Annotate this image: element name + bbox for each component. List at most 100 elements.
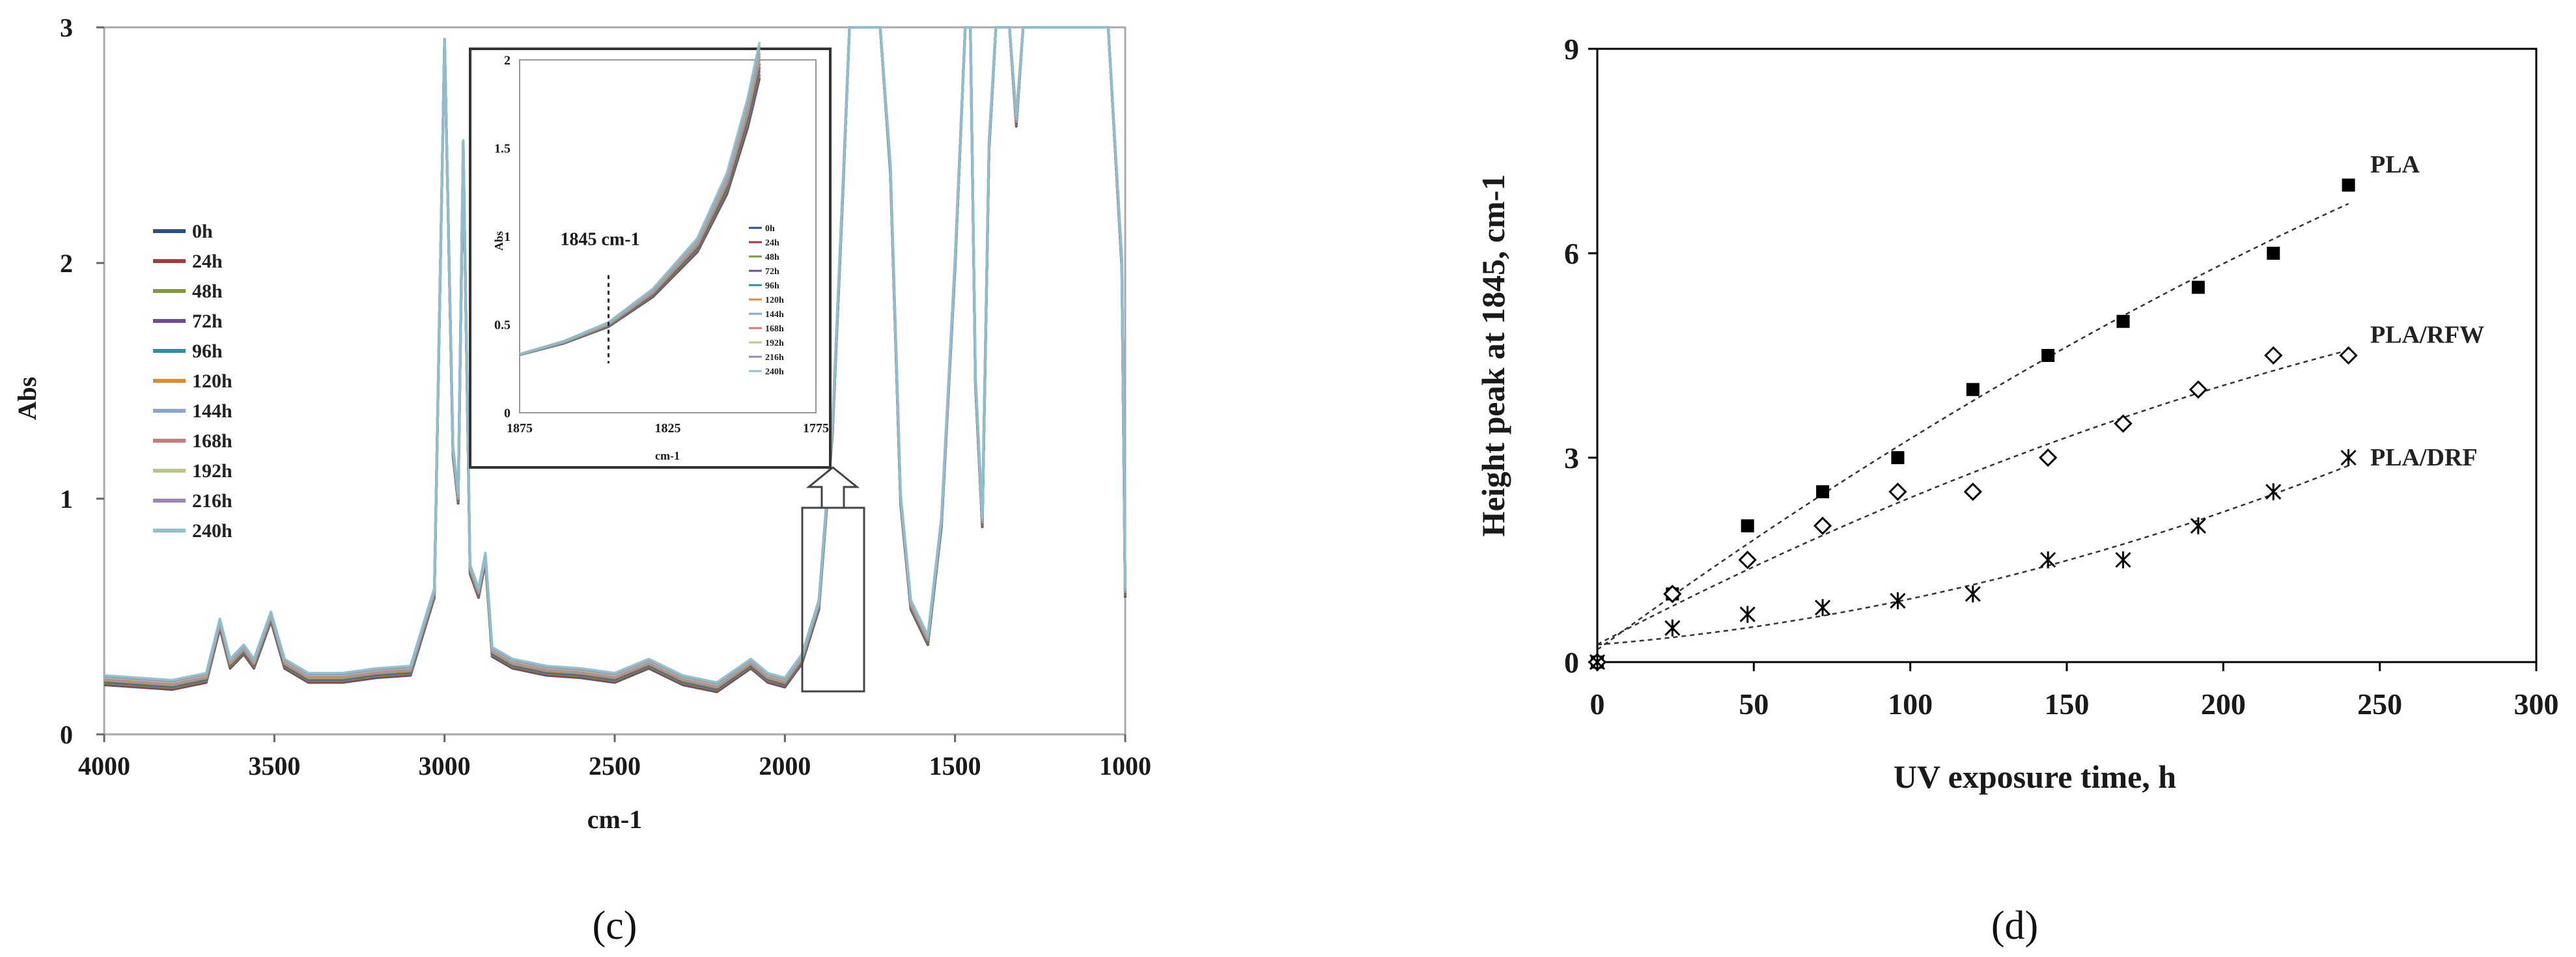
inset-y-tick-label: 1.5 — [494, 142, 511, 156]
ftir-legend-label: 144h — [192, 400, 232, 422]
uv-point-pla-rfw — [1888, 482, 1907, 501]
inset-curves — [519, 41, 761, 357]
ftir-x-tick-label: 1500 — [929, 751, 981, 781]
uv-point-pla-drf — [2265, 483, 2282, 501]
uv-x-tick-label: 200 — [2201, 687, 2246, 721]
ftir-y-axis-title: Abs — [12, 377, 42, 421]
ftir-y-ticks: 0 1 2 3 — [60, 13, 104, 749]
uv-point-pla-drf — [1890, 592, 1906, 609]
inset-x-tick-label: 1875 — [507, 421, 533, 436]
uv-point-pla-drf — [1589, 654, 1606, 671]
ftir-y-tick-label: 3 — [60, 13, 73, 42]
uv-point-pla-drf — [1815, 599, 1831, 617]
uv-y-ticks: 0 3 6 9 — [1564, 33, 1597, 679]
uv-plot-frame — [1596, 48, 2538, 663]
ftir-x-tick-label: 3500 — [248, 751, 300, 781]
uv-point-pla — [1816, 485, 1830, 499]
inset-frame — [469, 48, 832, 469]
ftir-inset-chart: 0 0.5 1 1.5 2 1875 1825 1775 1845 cm-1 Abs cm-… — [469, 41, 832, 469]
inset-legend-label: 120h — [765, 296, 784, 305]
uv-point-pla-drf — [1965, 585, 1981, 603]
uv-series-label: PLA/RFW — [2370, 322, 2484, 349]
inset-legend: 0h 24h 48h 72h 96h 120h 144h 168h 192h 216h 240h — [749, 224, 784, 377]
ftir-y-tick-label: 0 — [60, 720, 73, 749]
ftir-x-tick-label: 3000 — [419, 751, 471, 781]
uv-x-axis-title: UV exposure time, h — [1894, 758, 2176, 795]
ftir-y-tick-label: 1 — [60, 484, 73, 514]
uv-y-tick-label: 9 — [1564, 33, 1579, 66]
inset-legend-label: 24h — [765, 238, 779, 248]
uv-point-pla — [2041, 349, 2055, 362]
inset-plot-area — [519, 59, 817, 413]
ftir-spectra-lines — [104, 26, 1127, 693]
ftir-spectrum-chart: 0 1 2 3 4000 3500 3000 2500 2000 1500 1000 Abs cm… — [12, 13, 1151, 948]
inset-legend-label: 96h — [765, 281, 779, 291]
uv-point-pla — [1741, 519, 1754, 533]
ftir-x-ticks: 4000 3500 3000 2500 2000 1500 1000 — [78, 734, 1151, 781]
uv-x-tick-label: 100 — [1888, 687, 1933, 721]
inset-y-tick-label: 0.5 — [494, 318, 511, 333]
inset-y-axis-title: Abs — [492, 231, 505, 251]
uv-exposure-chart: 0 3 6 9 0 50 100 150 200 250 300 PLA PLA/RFW PLA/DR… — [1475, 33, 2559, 948]
inset-legend-label: 192h — [765, 339, 784, 348]
panel-label-d: (d) — [1991, 904, 2038, 948]
uv-point-pla-rfw — [1663, 585, 1682, 603]
uv-x-tick-label: 250 — [2357, 687, 2402, 721]
inset-legend-label: 240h — [765, 367, 784, 377]
ftir-x-tick-label: 4000 — [78, 751, 130, 781]
uv-trend-line — [1597, 349, 2349, 646]
inset-x-ticks: 1875 1825 1775 — [507, 421, 829, 436]
panel-label-c: (c) — [593, 904, 637, 948]
uv-y-tick-label: 3 — [1564, 441, 1579, 475]
inset-legend-label: 216h — [765, 353, 784, 363]
inset-y-ticks: 0 0.5 1 1.5 2 — [494, 53, 511, 421]
uv-point-pla-rfw — [1813, 516, 1832, 535]
uv-point-pla-rfw — [2339, 346, 2358, 365]
uv-series — [1588, 178, 2358, 672]
inset-annotation: 1845 cm-1 — [561, 230, 640, 250]
ftir-x-tick-label: 1000 — [1099, 751, 1151, 781]
inset-legend-label: 168h — [765, 324, 784, 334]
ftir-legend-label: 120h — [192, 370, 232, 392]
ftir-legend-label: 216h — [192, 490, 232, 512]
ftir-legend-label: 168h — [192, 430, 232, 452]
uv-x-tick-label: 0 — [1590, 687, 1605, 721]
inset-x-tick-label: 1825 — [655, 421, 681, 436]
inset-curve-240h — [519, 41, 761, 356]
ftir-legend-label: 240h — [192, 520, 232, 542]
uv-y-tick-label: 6 — [1564, 237, 1579, 270]
ftir-legend-label: 192h — [192, 460, 232, 482]
uv-point-pla-rfw — [2039, 448, 2058, 467]
ftir-series-line-240h — [104, 26, 1127, 684]
uv-point-pla-drf — [2340, 449, 2357, 466]
uv-point-pla-rfw — [1738, 550, 1757, 570]
uv-point-pla-drf — [2115, 551, 2131, 568]
inset-y-tick-label: 0 — [504, 406, 511, 421]
inset-legend-label: 144h — [765, 310, 784, 320]
uv-point-pla-rfw — [2189, 380, 2208, 399]
inset-legend-label: 0h — [765, 224, 775, 234]
uv-series-label: PLA — [2370, 151, 2420, 178]
ftir-legend-label: 96h — [192, 340, 223, 362]
zoom-arrow-icon — [805, 466, 860, 509]
ftir-legend: 0h 24h 48h 72h 96h 120h 144h 168h 192h 216h 240h — [153, 221, 232, 542]
inset-y-tick-label: 2 — [504, 53, 511, 68]
inset-legend-label: 48h — [765, 253, 779, 262]
uv-point-pla — [2342, 178, 2355, 192]
uv-point-pla-rfw — [2114, 414, 2133, 433]
uv-point-pla-rfw — [1963, 482, 1982, 501]
ftir-legend-label: 72h — [192, 311, 223, 332]
uv-point-pla-drf — [2040, 551, 2056, 568]
zoom-region-box — [801, 506, 865, 693]
ftir-legend-label: 0h — [192, 221, 213, 242]
inset-legend-label: 72h — [765, 267, 779, 277]
inset-x-axis-title: cm-1 — [655, 449, 680, 462]
uv-point-pla-drf — [2190, 517, 2206, 534]
uv-y-tick-label: 0 — [1564, 646, 1579, 679]
uv-x-tick-label: 150 — [2045, 687, 2090, 721]
uv-point-pla-rfw — [2264, 346, 2283, 365]
uv-x-tick-label: 50 — [1739, 687, 1769, 721]
ftir-x-axis-title: cm-1 — [587, 805, 642, 834]
uv-point-pla — [2191, 281, 2205, 294]
